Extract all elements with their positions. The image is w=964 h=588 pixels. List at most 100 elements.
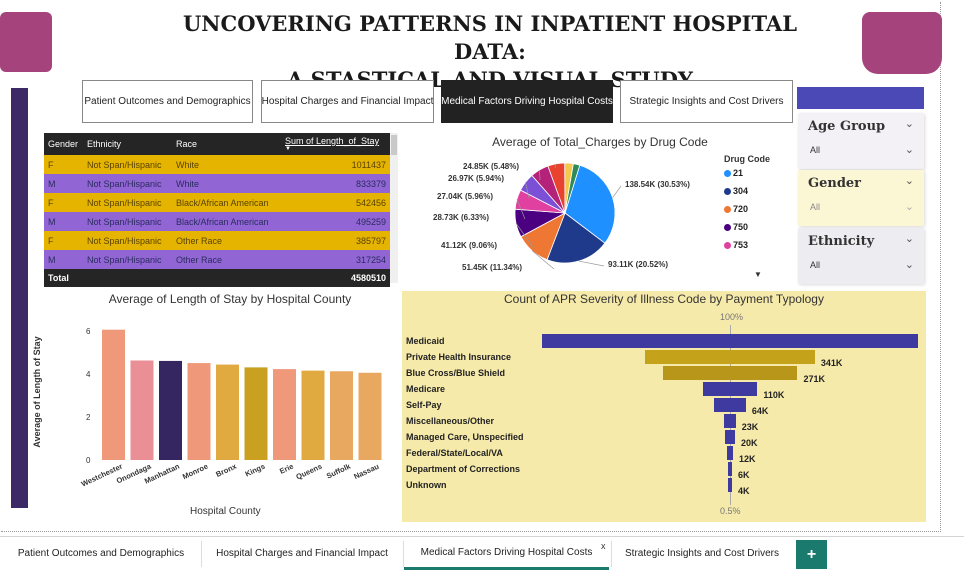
- gender-value[interactable]: All: [810, 202, 821, 212]
- header-gender[interactable]: Gender: [48, 139, 79, 149]
- bar-chart-x-axis-label: Hospital County: [190, 506, 261, 517]
- x-tick-label: Suffolk: [325, 461, 353, 480]
- decorative-side-bar: [11, 88, 28, 508]
- header-race[interactable]: Race: [176, 139, 198, 149]
- cell-ethnicity: Not Span/Hispanic: [87, 197, 162, 208]
- funnel-value-label: 20K: [740, 438, 758, 448]
- tab-separator: [611, 541, 612, 567]
- cell-gender: M: [48, 216, 56, 227]
- funnel-bar[interactable]: [542, 334, 918, 348]
- legend-dot-icon: [724, 169, 731, 177]
- pie-slice[interactable]: [564, 163, 581, 214]
- legend-dot-icon: [724, 187, 731, 195]
- cell-ethnicity: Not Span/Hispanic: [87, 254, 162, 265]
- funnel-category-label: Blue Cross/Blue Shield: [406, 368, 506, 378]
- pie-data-label: 26.97K (5.94%): [448, 174, 505, 183]
- bar[interactable]: [358, 372, 382, 460]
- funnel-bar[interactable]: [727, 446, 733, 460]
- tab-medical-factors[interactable]: Medical Factors Driving Hospital Costs: [404, 537, 609, 570]
- nav-button-strategic-insights[interactable]: Strategic Insights and Cost Drivers: [620, 80, 793, 123]
- gender-collapse-icon[interactable]: ⌄: [904, 175, 914, 187]
- age-group-dropdown-icon[interactable]: ⌄: [904, 144, 914, 156]
- pie-data-label: 27.04K (5.96%): [437, 192, 494, 201]
- ethnicity-collapse-icon[interactable]: ⌄: [904, 233, 914, 245]
- add-page-button[interactable]: +: [796, 540, 827, 569]
- pie-slice[interactable]: [564, 164, 616, 244]
- gender-slicer[interactable]: Gender ⌄ All ⌄: [798, 170, 924, 226]
- funnel-bar[interactable]: [728, 478, 732, 492]
- funnel-bar[interactable]: [702, 382, 758, 396]
- header-sum-label: Sum of Length_of_Stay: [285, 136, 380, 146]
- cell-gender: M: [48, 254, 56, 265]
- funnel-bar[interactable]: [645, 350, 815, 364]
- bar[interactable]: [130, 360, 154, 460]
- bar[interactable]: [216, 364, 239, 460]
- funnel-bar[interactable]: [714, 398, 746, 412]
- nav-button-hospital-charges[interactable]: Hospital Charges and Financial Impact: [261, 80, 434, 123]
- table-row[interactable]: F Not Span/Hispanic Black/African American…: [44, 193, 390, 212]
- table-row[interactable]: M Not Span/Hispanic White 833379: [44, 174, 390, 193]
- legend-scroll-down-icon[interactable]: ▼: [754, 270, 762, 279]
- legend-item[interactable]: 750: [724, 222, 748, 232]
- ethnicity-slicer[interactable]: Ethnicity ⌄ All ⌄: [798, 228, 924, 284]
- decorative-block-left: [0, 12, 52, 72]
- table-scrollbar[interactable]: [390, 133, 398, 283]
- funnel-category-label: Miscellaneous/Other: [406, 416, 495, 426]
- legend-item[interactable]: 753: [724, 240, 748, 250]
- table-row[interactable]: M Not Span/Hispanic Other Race 317254: [44, 250, 390, 269]
- pie-data-label: 24.85K (5.48%): [463, 162, 520, 171]
- legend-label: 753: [733, 240, 749, 250]
- header-ethnicity[interactable]: Ethnicity: [87, 139, 122, 149]
- cell-race: Black/African American: [176, 197, 269, 208]
- pie-chart: [514, 162, 622, 270]
- y-tick-label: 0: [86, 456, 91, 465]
- ethnicity-dropdown-icon[interactable]: ⌄: [904, 259, 914, 271]
- bar[interactable]: [301, 370, 325, 460]
- funnel-bar[interactable]: [662, 366, 798, 380]
- table-row[interactable]: F Not Span/Hispanic Other Race 385797: [44, 231, 390, 250]
- funnel-bar[interactable]: [724, 414, 736, 428]
- header-sum-length-of-stay[interactable]: Sum of Length_of_Stay ▼: [285, 133, 379, 155]
- bar[interactable]: [273, 369, 296, 460]
- pie-slice[interactable]: [546, 212, 606, 264]
- pie-leader-line: [554, 163, 557, 169]
- table-row[interactable]: F Not Span/Hispanic White 1011437: [44, 155, 390, 174]
- x-tick-label: Kings: [244, 462, 267, 479]
- cell-length-of-stay: 317254: [355, 254, 386, 265]
- age-group-collapse-icon[interactable]: ⌄: [904, 118, 914, 130]
- funnel-category-label: Medicaid: [406, 336, 445, 346]
- nav-button-medical-factors[interactable]: Medical Factors Driving Hospital Costs: [441, 80, 613, 123]
- nav-button-patient-outcomes[interactable]: Patient Outcomes and Demographics: [82, 80, 253, 123]
- bar[interactable]: [102, 329, 125, 460]
- y-tick-label: 6: [86, 327, 91, 336]
- title-line-1: UNCOVERING PATTERNS IN INPATIENT HOSPITA…: [182, 11, 797, 64]
- ethnicity-value[interactable]: All: [810, 260, 821, 270]
- decorative-block-right: [862, 12, 942, 74]
- legend-item[interactable]: 720: [724, 204, 748, 214]
- funnel-bar[interactable]: [728, 462, 732, 476]
- bar[interactable]: [159, 360, 182, 460]
- funnel-value-label: 64K: [751, 406, 769, 416]
- bar[interactable]: [330, 371, 353, 460]
- x-tick-label: Bronx: [214, 461, 238, 479]
- pie-leader-line: [516, 199, 526, 220]
- bar[interactable]: [187, 363, 211, 460]
- bar[interactable]: [244, 367, 268, 460]
- cell-race: White: [176, 159, 200, 170]
- tab-hospital-charges[interactable]: Hospital Charges and Financial Impact: [216, 548, 388, 559]
- age-group-slicer[interactable]: Age Group ⌄ All ⌄: [798, 113, 924, 169]
- tab-patient-outcomes[interactable]: Patient Outcomes and Demographics: [17, 548, 185, 559]
- bar-chart-title: Average of Length of Stay by Hospital Co…: [108, 292, 352, 306]
- table-row[interactable]: M Not Span/Hispanic Black/African American…: [44, 212, 390, 231]
- age-group-value[interactable]: All: [810, 145, 821, 155]
- cell-length-of-stay: 385797: [355, 235, 386, 246]
- tab-strategic-insights[interactable]: Strategic Insights and Cost Drivers: [625, 548, 779, 559]
- close-tab-icon[interactable]: x: [601, 541, 606, 551]
- gender-dropdown-icon[interactable]: ⌄: [904, 201, 914, 213]
- table-scrollbar-thumb[interactable]: [391, 135, 397, 155]
- legend-item[interactable]: 304: [724, 186, 748, 196]
- funnel-bar[interactable]: [725, 430, 735, 444]
- legend-item[interactable]: 21: [724, 168, 743, 178]
- pie-chart-title: Average of Total_Charges by Drug Code: [492, 135, 708, 149]
- pie-data-label: 93.11K (20.52%): [608, 260, 669, 269]
